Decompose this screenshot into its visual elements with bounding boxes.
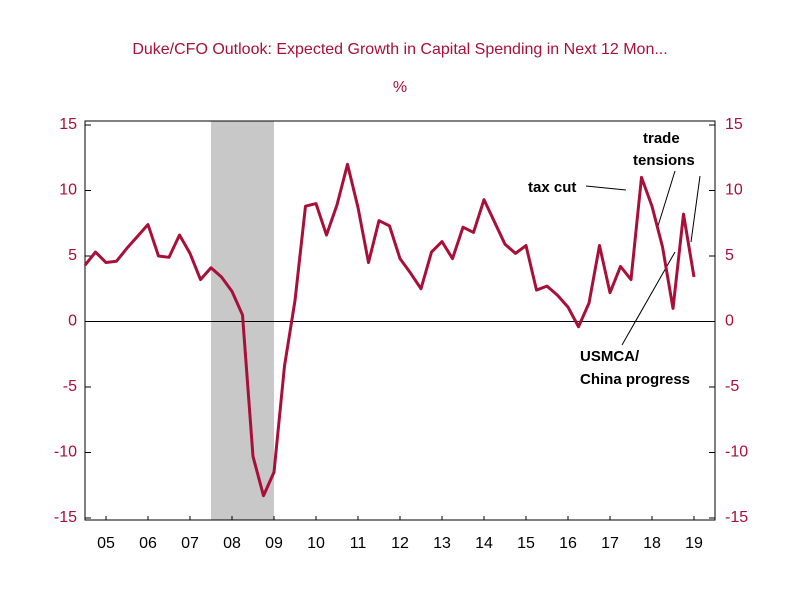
y-tick-label: -15 bbox=[54, 509, 77, 526]
x-tick-label: 09 bbox=[265, 535, 283, 552]
x-tick-label: 07 bbox=[181, 535, 199, 552]
annotation: tensions bbox=[633, 152, 695, 169]
x-tick-label: 13 bbox=[433, 535, 451, 552]
y-tick-label: -5 bbox=[63, 378, 77, 395]
chart-title: Duke/CFO Outlook: Expected Growth in Cap… bbox=[132, 41, 667, 58]
y2-tick-label: 10 bbox=[725, 182, 743, 199]
x-tick-label: 12 bbox=[391, 535, 409, 552]
x-tick-label: 10 bbox=[307, 535, 325, 552]
y-tick-label: 0 bbox=[68, 313, 77, 330]
x-tick-label: 06 bbox=[139, 535, 157, 552]
leader-line bbox=[585, 185, 627, 191]
y-tick-label: -10 bbox=[54, 444, 77, 461]
y-tick-label: 15 bbox=[59, 116, 77, 133]
x-tick-label: 17 bbox=[601, 535, 619, 552]
y2-tick-label: 15 bbox=[725, 116, 743, 133]
x-tick-label: 08 bbox=[223, 535, 241, 552]
x-tick-label: 16 bbox=[559, 535, 577, 552]
plot-frame bbox=[84, 120, 716, 521]
annotation: USMCA/ bbox=[580, 348, 640, 365]
y2-tick-label: 0 bbox=[725, 313, 734, 330]
annotation: tax cut bbox=[528, 179, 576, 196]
leader-line bbox=[657, 170, 676, 227]
y-tick-label: 10 bbox=[59, 182, 77, 199]
leader-line bbox=[690, 175, 701, 243]
y2-tick-label: -10 bbox=[725, 444, 748, 461]
y2-tick-label: -5 bbox=[725, 378, 739, 395]
x-tick-label: 11 bbox=[350, 535, 367, 552]
x-tick-label: 15 bbox=[517, 535, 535, 552]
x-tick-label: 18 bbox=[643, 535, 661, 552]
x-tick-label: 19 bbox=[685, 535, 703, 552]
annotation: China progress bbox=[580, 371, 690, 388]
y-tick-label: 5 bbox=[68, 247, 77, 264]
x-tick-label: 05 bbox=[97, 535, 115, 552]
y2-tick-label: -15 bbox=[725, 509, 748, 526]
data-line bbox=[83, 162, 696, 498]
x-tick-label: 14 bbox=[475, 535, 493, 552]
y2-tick-label: 5 bbox=[725, 247, 734, 264]
chart-subtitle: % bbox=[393, 79, 407, 96]
annotation: trade bbox=[643, 130, 680, 147]
